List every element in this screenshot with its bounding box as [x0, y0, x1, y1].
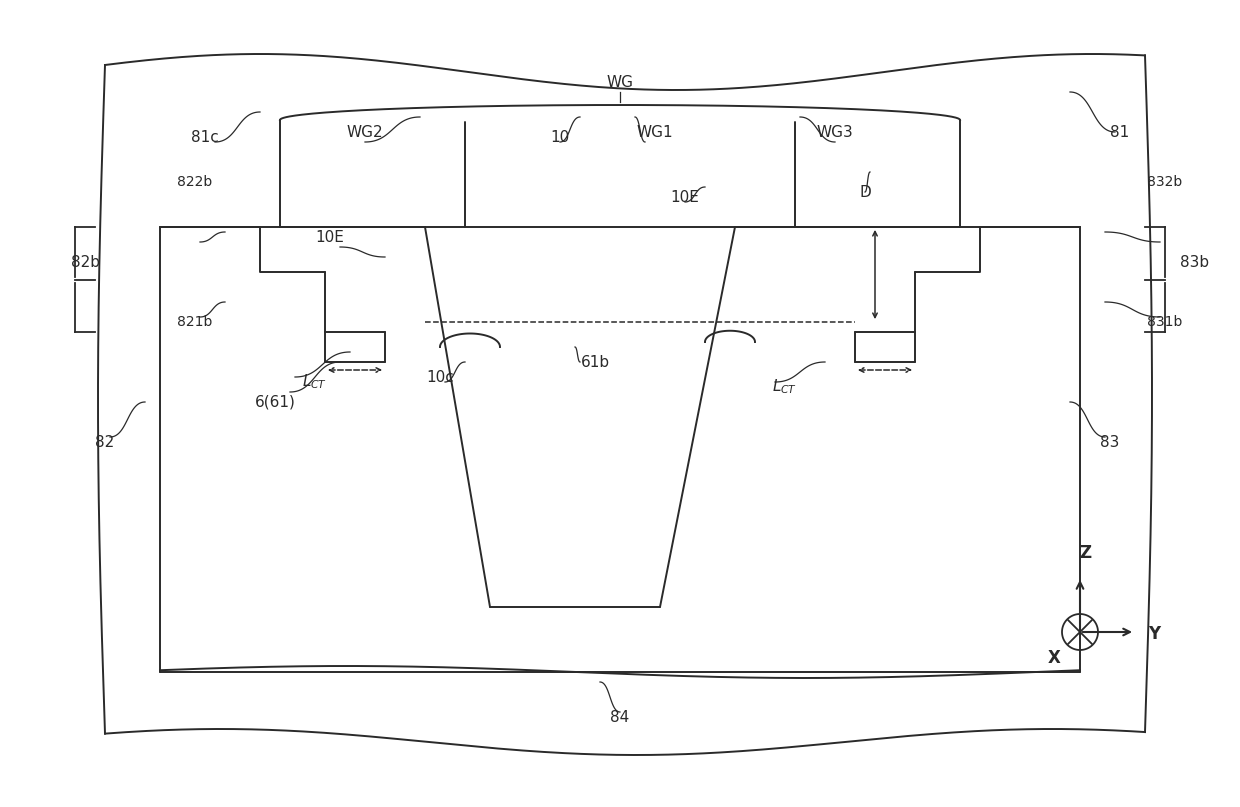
- Text: 832b: 832b: [1147, 175, 1183, 189]
- Text: D: D: [859, 185, 870, 199]
- Text: 10E: 10E: [315, 229, 345, 245]
- Text: 84: 84: [610, 709, 630, 725]
- Text: 83b: 83b: [1180, 254, 1209, 270]
- Text: WG1: WG1: [636, 124, 673, 140]
- Text: 822b: 822b: [177, 175, 212, 189]
- Text: Y: Y: [1148, 625, 1161, 643]
- Text: 6(61): 6(61): [254, 395, 295, 409]
- Text: 81c: 81c: [191, 129, 219, 144]
- Text: 82: 82: [95, 434, 114, 449]
- Text: X: X: [1048, 649, 1060, 667]
- Text: $L_{CT}$: $L_{CT}$: [773, 378, 797, 396]
- Text: 831b: 831b: [1147, 315, 1183, 329]
- Text: 10E: 10E: [671, 190, 699, 204]
- Text: WG3: WG3: [817, 124, 853, 140]
- Text: 81: 81: [1110, 124, 1130, 140]
- Text: 10c: 10c: [427, 370, 454, 384]
- Text: 821b: 821b: [177, 315, 213, 329]
- Text: 83: 83: [1100, 434, 1120, 449]
- Text: Z: Z: [1079, 544, 1091, 562]
- Text: $L_{CT}$: $L_{CT}$: [303, 373, 327, 391]
- Text: 82b: 82b: [71, 254, 99, 270]
- Text: 61b: 61b: [580, 354, 610, 370]
- Text: 10: 10: [551, 129, 569, 144]
- Text: WG: WG: [606, 74, 634, 90]
- Text: WG2: WG2: [347, 124, 383, 140]
